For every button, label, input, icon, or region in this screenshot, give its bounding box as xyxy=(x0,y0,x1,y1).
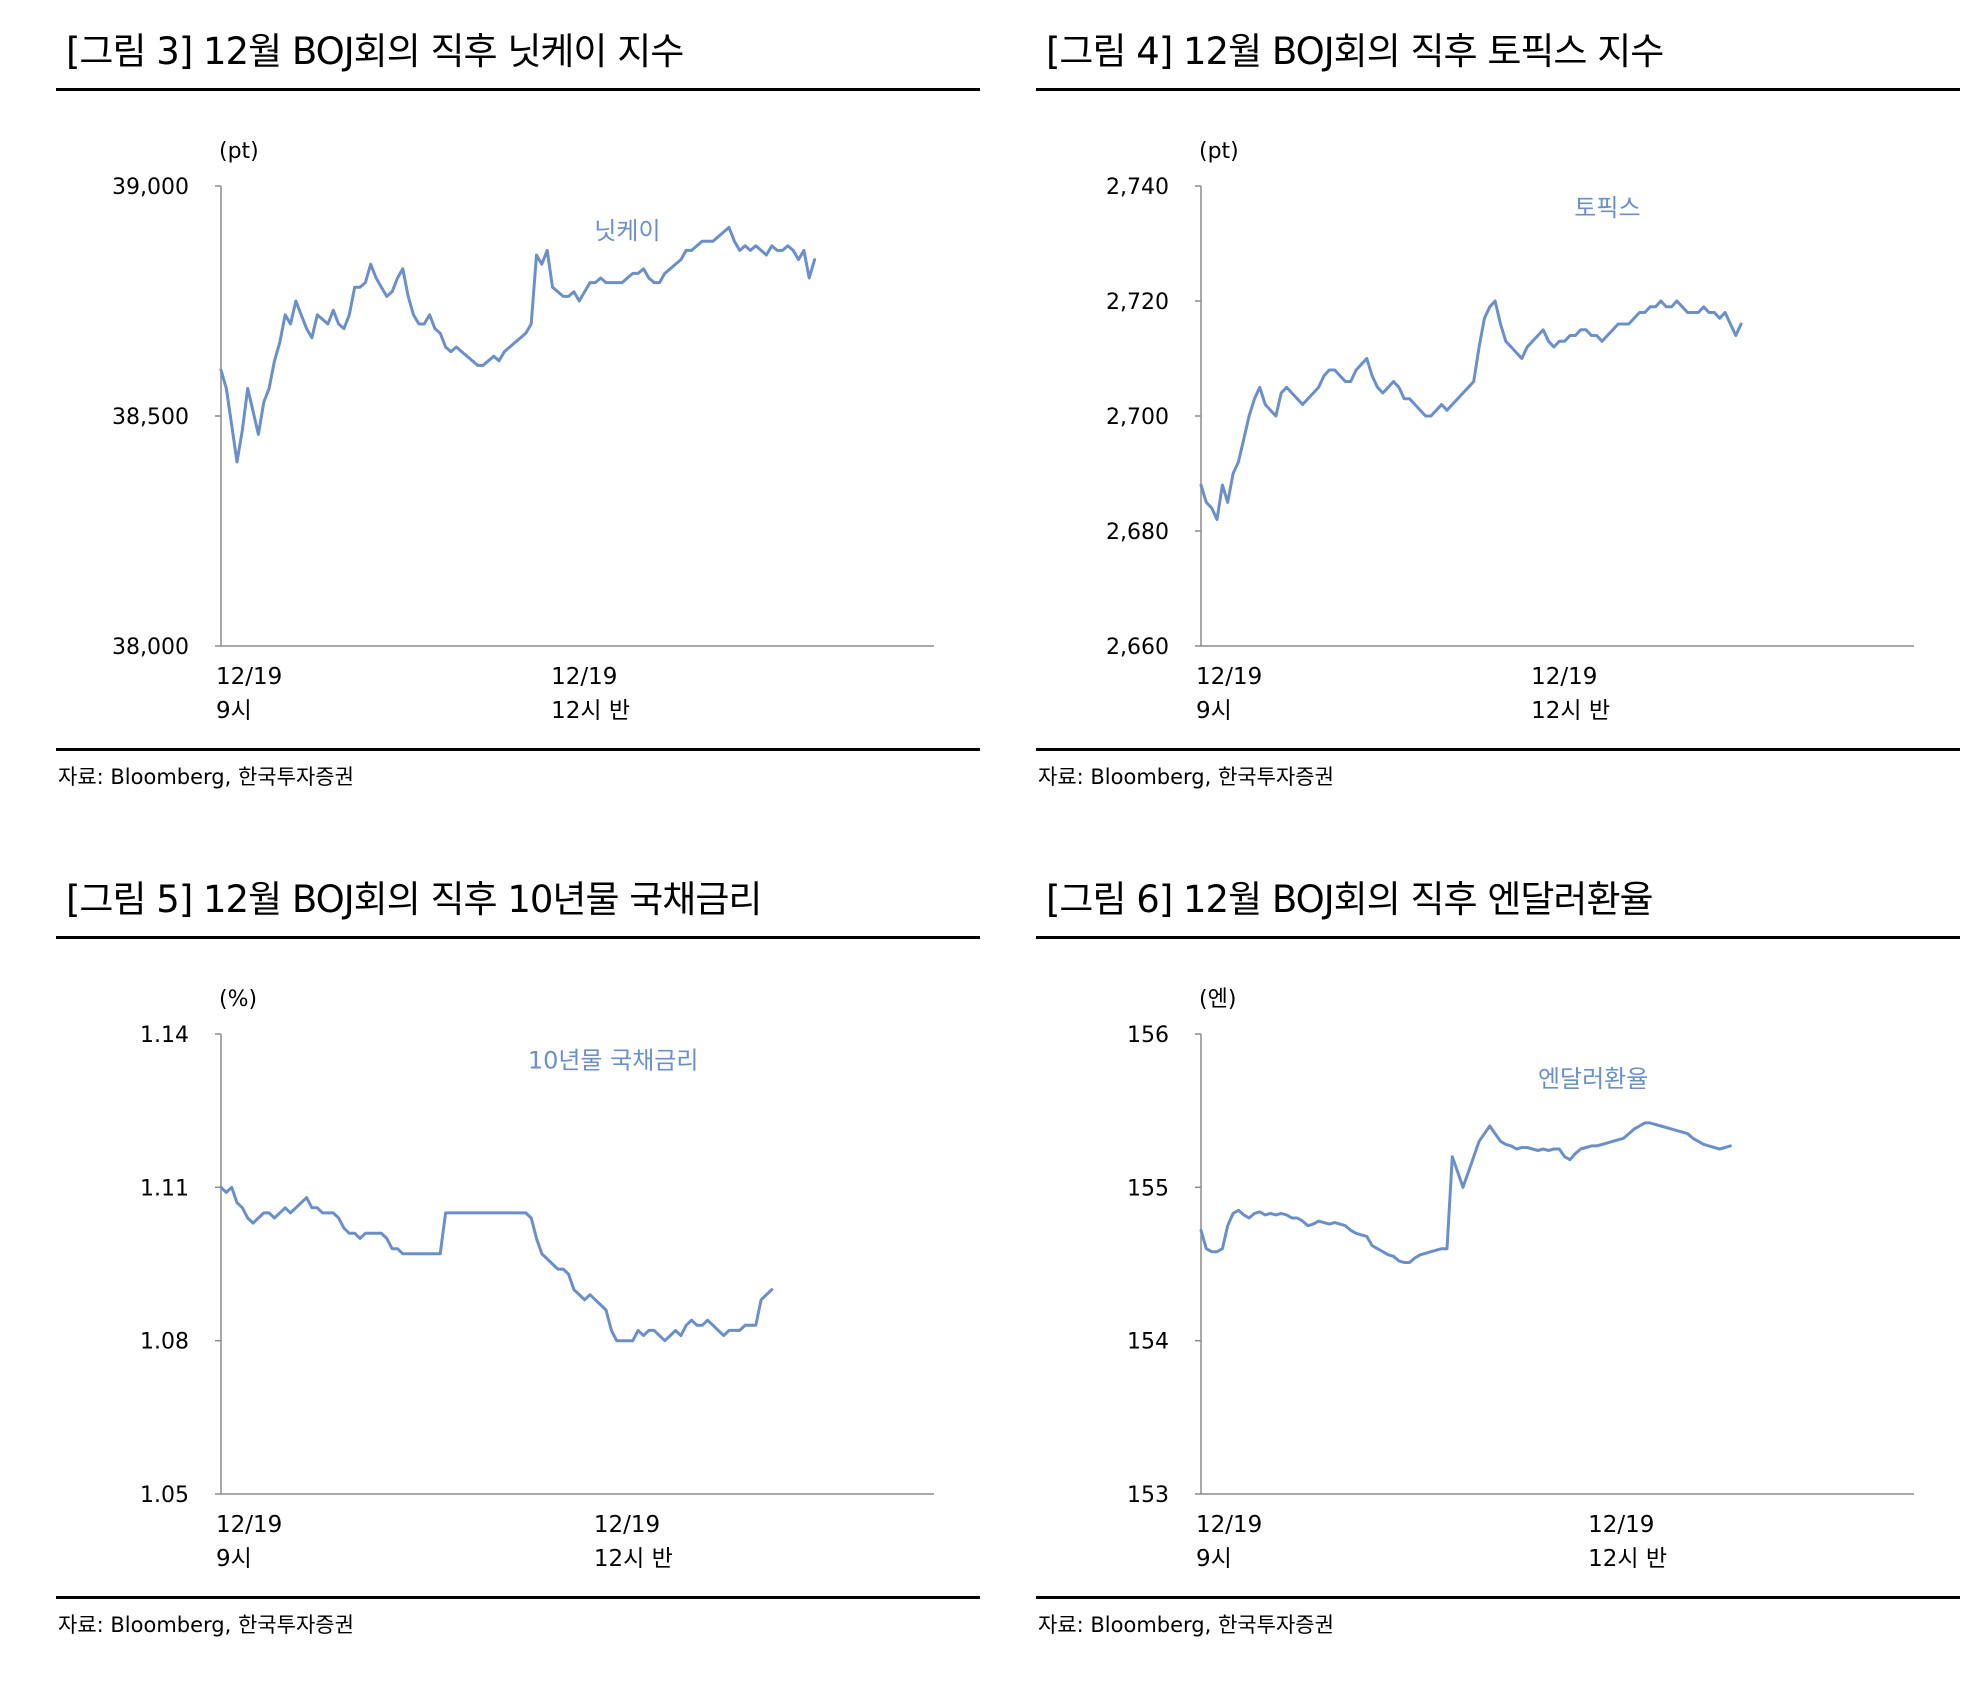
title-rule xyxy=(56,88,980,91)
y-tick-label: 2,720 xyxy=(1106,290,1169,315)
series-line-jgb10y xyxy=(219,1185,774,1343)
series-label: 10년물 국채금리 xyxy=(528,1046,699,1074)
title-rule xyxy=(1036,88,1960,91)
source-rule xyxy=(1036,1596,1960,1599)
y-tick-label: 1.11 xyxy=(140,1176,189,1201)
y-tick-label: 1.14 xyxy=(140,1023,189,1048)
x-tick-label: 12/19 xyxy=(551,664,617,690)
chart-panel-nikkei: [그림 3] 12월 BOJ회의 직후 닛케이 지수 (pt) 39,000 38,… xyxy=(56,0,980,789)
y-unit-label: (pt) xyxy=(219,139,259,164)
y-tick-label: 38,500 xyxy=(112,405,189,430)
x-tick-label: 12시 반 xyxy=(551,698,630,724)
chart-panel-usdjpy: [그림 6] 12월 BOJ회의 직후 엔달러환율 (엔) 156 155 154 15… xyxy=(1036,848,1960,1637)
chart-panel-topix: [그림 4] 12월 BOJ회의 직후 토픽스 지수 (pt) 2,740 2,72… xyxy=(1036,0,1960,789)
title-rule xyxy=(56,936,980,939)
y-tick-label: 2,740 xyxy=(1106,175,1169,200)
y-unit-label: (pt) xyxy=(1199,139,1239,164)
y-unit-label: (%) xyxy=(219,987,257,1012)
x-tick-label: 12/19 xyxy=(1531,664,1597,690)
y-tick-label: 2,660 xyxy=(1106,635,1169,660)
y-tick-label: 153 xyxy=(1127,1483,1169,1508)
y-unit-label: (엔) xyxy=(1199,987,1236,1012)
chart-title: [그림 3] 12월 BOJ회의 직후 닛케이 지수 xyxy=(66,30,684,73)
source-rule xyxy=(1036,748,1960,751)
x-tick-label: 12/19 xyxy=(1588,1512,1654,1538)
jgb10y-line-chart: (%) 1.14 1.11 1.08 1.05 12/19 9시 12/19 12시 반 10년물… xyxy=(140,987,934,1572)
series-label: 닛케이 xyxy=(594,217,660,245)
source-note: 자료: Bloomberg, 한국투자증권 xyxy=(58,1613,354,1637)
series-line-topix xyxy=(1199,299,1743,521)
chart-title: [그림 4] 12월 BOJ회의 직후 토픽스 지수 xyxy=(1046,30,1664,73)
source-note: 자료: Bloomberg, 한국투자증권 xyxy=(58,765,354,789)
y-tick-label: 154 xyxy=(1127,1330,1169,1355)
y-tick-label: 38,000 xyxy=(112,635,189,660)
usdjpy-line-chart: (엔) 156 155 154 153 12/19 9시 12/19 12시 반 엔달러환율 xyxy=(1127,987,1914,1572)
x-tick-label: 9시 xyxy=(1196,1546,1232,1572)
source-note: 자료: Bloomberg, 한국투자증권 xyxy=(1038,765,1334,789)
chart-title: [그림 6] 12월 BOJ회의 직후 엔달러환율 xyxy=(1046,878,1654,921)
y-tick-label: 1.05 xyxy=(140,1483,189,1508)
source-note: 자료: Bloomberg, 한국투자증권 xyxy=(1038,1613,1334,1637)
chart-panel-jgb10y: [그림 5] 12월 BOJ회의 직후 10년물 국채금리 (%) 1.14 1.1… xyxy=(56,848,980,1637)
x-tick-label: 12/19 xyxy=(594,1512,660,1538)
y-tick-label: 39,000 xyxy=(112,175,189,200)
y-tick-label: 156 xyxy=(1127,1023,1169,1048)
title-rule xyxy=(1036,936,1960,939)
series-line-usdjpy xyxy=(1199,1121,1732,1264)
x-tick-label: 9시 xyxy=(216,1546,252,1572)
x-tick-label: 12시 반 xyxy=(1588,1546,1667,1572)
x-tick-label: 12/19 xyxy=(1196,1512,1262,1538)
y-tick-label: 1.08 xyxy=(140,1330,189,1355)
source-rule xyxy=(56,1596,980,1599)
y-tick-label: 155 xyxy=(1127,1176,1169,1201)
y-tick-label: 2,700 xyxy=(1106,405,1169,430)
x-tick-label: 9시 xyxy=(1196,698,1232,724)
x-tick-label: 12/19 xyxy=(216,664,282,690)
topix-line-chart: (pt) 2,740 2,720 2,700 2,680 2,660 12/19 9시 12/1… xyxy=(1106,139,1914,724)
series-label: 토픽스 xyxy=(1574,194,1640,222)
x-tick-label: 12시 반 xyxy=(594,1546,673,1572)
chart-title: [그림 5] 12월 BOJ회의 직후 10년물 국채금리 xyxy=(66,878,762,921)
x-tick-label: 12시 반 xyxy=(1531,698,1610,724)
series-label: 엔달러환율 xyxy=(1538,1065,1648,1093)
y-tick-label: 2,680 xyxy=(1106,520,1169,545)
nikkei-line-chart: (pt) 39,000 38,500 38,000 12/19 9시 12/19 12시 반 닛… xyxy=(112,139,934,724)
x-tick-label: 9시 xyxy=(216,698,252,724)
source-rule xyxy=(56,748,980,751)
x-tick-label: 12/19 xyxy=(1196,664,1262,690)
series-line-nikkei xyxy=(219,225,817,464)
x-tick-label: 12/19 xyxy=(216,1512,282,1538)
